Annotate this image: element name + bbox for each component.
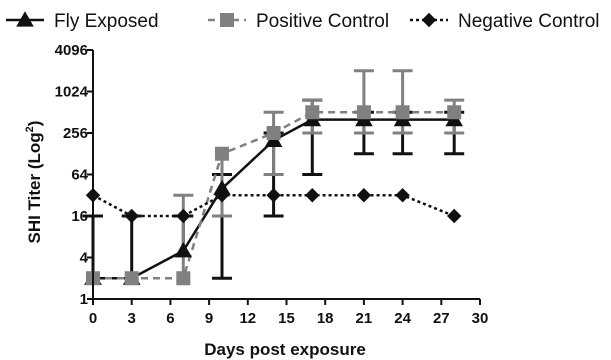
data-point — [356, 105, 371, 120]
data-point — [395, 188, 410, 203]
x-tick-label: 24 — [394, 310, 411, 327]
data-point — [215, 146, 229, 161]
x-tick-label: 30 — [472, 310, 489, 327]
legend-label: Negative Control — [458, 11, 600, 32]
x-tick-label: 18 — [317, 310, 334, 327]
data-point — [124, 271, 139, 286]
data-point — [176, 271, 191, 286]
data-point — [176, 208, 191, 224]
data-point — [447, 208, 462, 224]
x-tick-label: 3 — [128, 310, 136, 327]
y-tick-label: 4 — [80, 250, 89, 267]
data-point — [174, 242, 193, 258]
error-bars — [83, 69, 465, 280]
x-tick-label: 6 — [166, 310, 174, 327]
legend-marker — [220, 13, 234, 27]
data-point — [214, 188, 230, 203]
data-point — [266, 126, 281, 140]
data-point — [305, 105, 320, 120]
x-axis-title: Days post exposure — [204, 340, 366, 359]
y-axis-title-main: SHI Titer (Log — [25, 132, 44, 243]
y-tick-label: 64 — [71, 167, 88, 184]
series-line — [92, 194, 455, 218]
data-point — [447, 105, 462, 120]
data-point — [213, 179, 231, 196]
legend-marker — [421, 12, 437, 28]
legend-label: Fly Exposed — [54, 11, 159, 32]
y-tick-label: 1 — [80, 291, 88, 308]
data-point — [395, 105, 410, 120]
x-tick-label: 21 — [356, 310, 373, 327]
data-point — [356, 188, 372, 203]
data-point — [124, 208, 139, 224]
y-tick-label: 1024 — [55, 84, 89, 101]
x-tick-label: 0 — [89, 310, 97, 327]
y-axis-title-end: ) — [25, 121, 44, 127]
y-tick-label: 4096 — [55, 42, 88, 59]
axes: 0 3 6 9 12 15 18 21 24 27 30 1 4 16 64 256 1024 4096 — [55, 42, 489, 327]
legend-label: Positive Control — [256, 11, 389, 32]
legend: Fly Exposed Positive Control Negative Cont… — [6, 11, 600, 32]
y-axis-title-sup: 2 — [24, 126, 36, 132]
x-tick-label: 15 — [278, 310, 295, 327]
x-tick-label: 27 — [433, 310, 450, 327]
legend-marker — [16, 11, 34, 27]
data-point — [305, 188, 320, 203]
series-markers — [84, 105, 463, 286]
y-axis-title: SHI Titer (Log2) — [24, 121, 44, 244]
data-point — [266, 188, 281, 203]
x-tick-label: 9 — [205, 310, 213, 327]
y-tick-label: 16 — [71, 208, 88, 225]
y-tick-label: 256 — [63, 125, 88, 142]
x-tick-label: 12 — [239, 310, 256, 327]
